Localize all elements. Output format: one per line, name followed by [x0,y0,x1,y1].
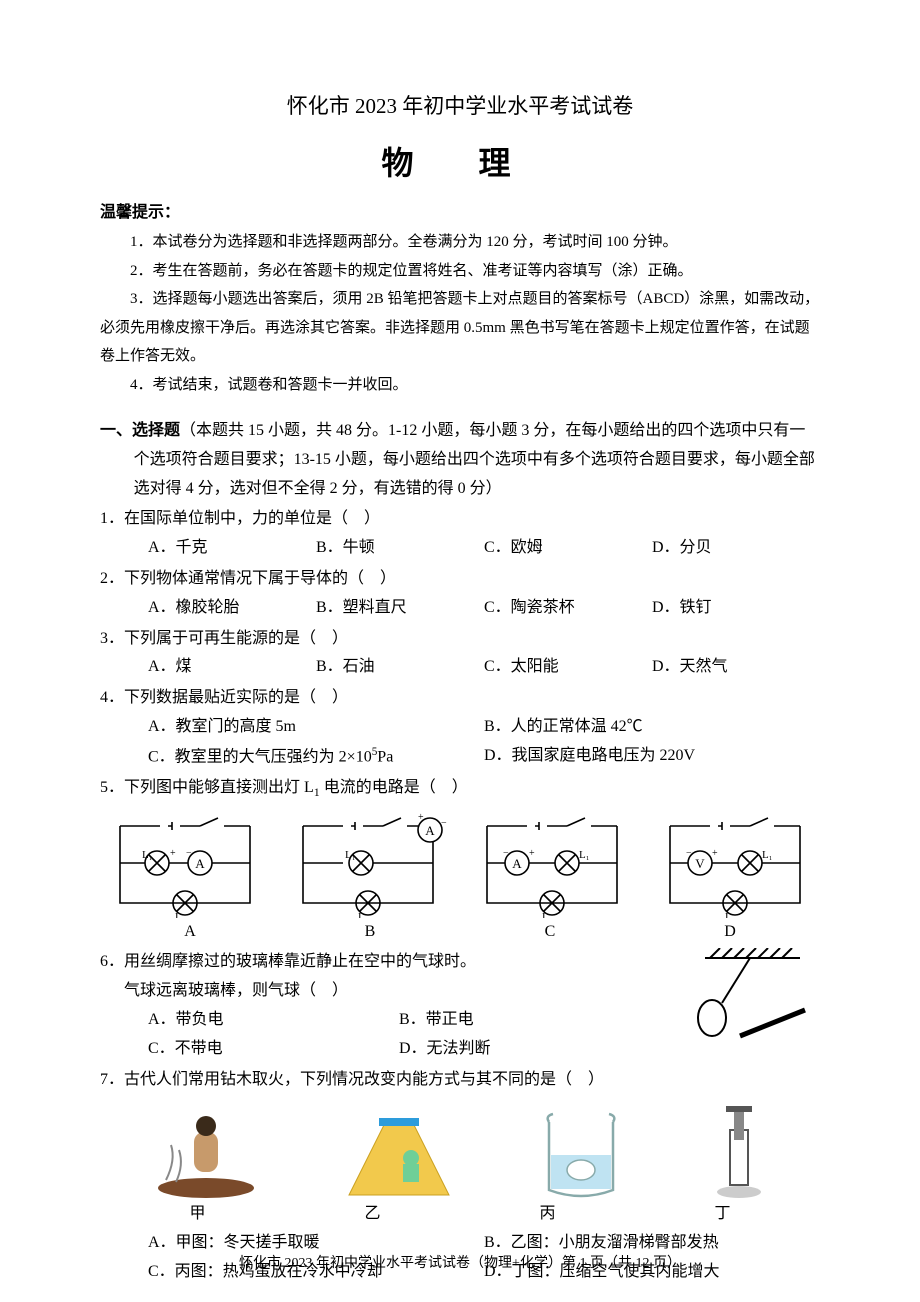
q5-label-d: D [640,918,820,947]
q2-opt-b: B．塑料直尺 [316,594,484,623]
q1-opt-c: C．欧姆 [484,534,652,563]
q3-opt-c: C．太阳能 [484,653,652,682]
q7-label-jia: 甲 [110,1200,285,1229]
q6-figure [650,948,810,1048]
q6: 6．用丝绸摩擦过的玻璃棒靠近静止在空中的气球时。 气球远离玻璃棒，则气球（ ） … [100,948,820,1063]
svg-text:L₂: L₂ [542,911,553,918]
hint-1: 1．本试卷分为选择题和非选择题两部分。全卷满分为 120 分，考试时间 100 … [100,228,820,257]
q1-stem: 1．在国际单位制中，力的单位是（ ） [100,505,820,534]
svg-text:L₂: L₂ [175,911,186,918]
q3-opt-d: D．天然气 [652,653,820,682]
q6-stem2: 气球远离玻璃棒，则气球（ ） [100,977,650,1006]
q7-label-yi: 乙 [285,1200,460,1229]
svg-text:−: − [686,848,692,859]
svg-text:−: − [186,848,192,859]
svg-text:−: − [503,848,509,859]
q6-opt-c: C．不带电 [148,1035,399,1064]
q7-img-ding [704,1100,774,1200]
hint-label: 温馨提示： [100,198,820,222]
q5-label-c: C [460,918,640,947]
q7-img-jia [146,1110,266,1200]
q2-opt-d: D．铁钉 [652,594,820,623]
q5-stem: 5．下列图中能够直接测出灯 L1 电流的电路是（ ） [100,774,820,804]
q1-opt-d: D．分贝 [652,534,820,563]
q7-img-yi [339,1110,459,1200]
svg-text:V: V [695,856,705,871]
svg-text:−: − [441,818,447,829]
q4-opt-a: A．教室门的高度 5m [148,713,484,742]
q4-opt-d: D．我国家庭电路电压为 220V [484,742,820,772]
q1: 1．在国际单位制中，力的单位是（ ） A．千克 B．牛顿 C．欧姆 D．分贝 [100,505,820,563]
q5-circuit-c: A L₁ L₂ − + [467,808,637,918]
q4-stem: 4．下列数据最贴近实际的是（ ） [100,684,820,713]
q3-stem: 3．下列属于可再生能源的是（ ） [100,625,820,654]
q7-stem: 7．古代人们常用钻木取火，下列情况改变内能方式与其不同的是（ ） [100,1066,820,1095]
q2-opt-a: A．橡胶轮胎 [148,594,316,623]
svg-text:+: + [529,848,535,859]
hint-3: 3．选择题每小题选出答案后，须用 2B 铅笔把答题卡上对点题目的答案标号（ABC… [100,285,820,371]
q7-label-ding: 丁 [635,1200,810,1229]
q1-opt-b: B．牛顿 [316,534,484,563]
q5-circuit-d: V L₁ L₂ − + [650,808,820,918]
q5: 5．下列图中能够直接测出灯 L1 电流的电路是（ ） A L₁ [100,774,820,947]
q5-label-a: A [100,918,280,947]
svg-text:A: A [512,856,522,871]
q6-opt-a: A．带负电 [148,1006,399,1035]
q3: 3．下列属于可再生能源的是（ ） A．煤 B．石油 C．太阳能 D．天然气 [100,625,820,683]
section-1-rest: （本题共 15 小题，共 48 分。1-12 小题，每小题 3 分，在每小题给出… [134,422,815,497]
svg-text:+: + [418,812,424,823]
q5-circuit-b: A L₁ L₂ + − [283,808,453,918]
svg-text:+: + [170,848,176,859]
q6-opt-b: B．带正电 [399,1006,650,1035]
q4-opt-c: C．教室里的大气压强约为 2×105Pa [148,742,484,772]
q3-opt-a: A．煤 [148,653,316,682]
q2-opt-c: C．陶瓷茶杯 [484,594,652,623]
q5-circuits: A L₁ L₂ + − A [100,804,820,918]
exam-title-line1: 怀化市 2023 年初中学业水平考试试卷 [100,90,820,120]
q7-img-bing [531,1110,631,1200]
q6-opt-d: D．无法判断 [399,1035,650,1064]
q5-label-b: B [280,918,460,947]
q2: 2．下列物体通常情况下属于导体的（ ） A．橡胶轮胎 B．塑料直尺 C．陶瓷茶杯… [100,565,820,623]
svg-text:A: A [195,856,205,871]
q4-opt-b: B．人的正常体温 42℃ [484,713,820,742]
hint-2: 2．考生在答题前，务必在答题卡的规定位置将姓名、准考证等内容填写（涂）正确。 [100,257,820,286]
q4: 4．下列数据最贴近实际的是（ ） A．教室门的高度 5m B．人的正常体温 42… [100,684,820,772]
q3-opt-b: B．石油 [316,653,484,682]
section-1-heading: 一、选择题（本题共 15 小题，共 48 分。1-12 小题，每小题 3 分，在… [100,417,820,503]
svg-text:L₁: L₁ [142,849,153,861]
section-1-bold: 一、选择题 [100,422,180,439]
svg-text:L₂: L₂ [358,911,369,918]
svg-text:L₂: L₂ [725,911,736,918]
page-footer: 怀化市 2023 年初中学业水平考试试卷（物理+化学）第 1 页（共 12 页） [0,1252,920,1272]
q6-stem1: 6．用丝绸摩擦过的玻璃棒靠近静止在空中的气球时。 [100,948,650,977]
svg-text:L₁: L₁ [345,849,356,861]
exam-title-line2: 物 理 [100,138,820,184]
q7-label-bing: 丙 [460,1200,635,1229]
q7-images [100,1094,820,1200]
svg-text:+: + [712,848,718,859]
svg-text:L₁: L₁ [762,849,773,861]
q2-stem: 2．下列物体通常情况下属于导体的（ ） [100,565,820,594]
q5-circuit-a: A L₁ L₂ + − [100,808,270,918]
svg-text:L₁: L₁ [579,849,590,861]
svg-text:A: A [426,823,436,838]
hint-4: 4．考试结束，试题卷和答题卡一并收回。 [100,371,820,400]
q1-opt-a: A．千克 [148,534,316,563]
